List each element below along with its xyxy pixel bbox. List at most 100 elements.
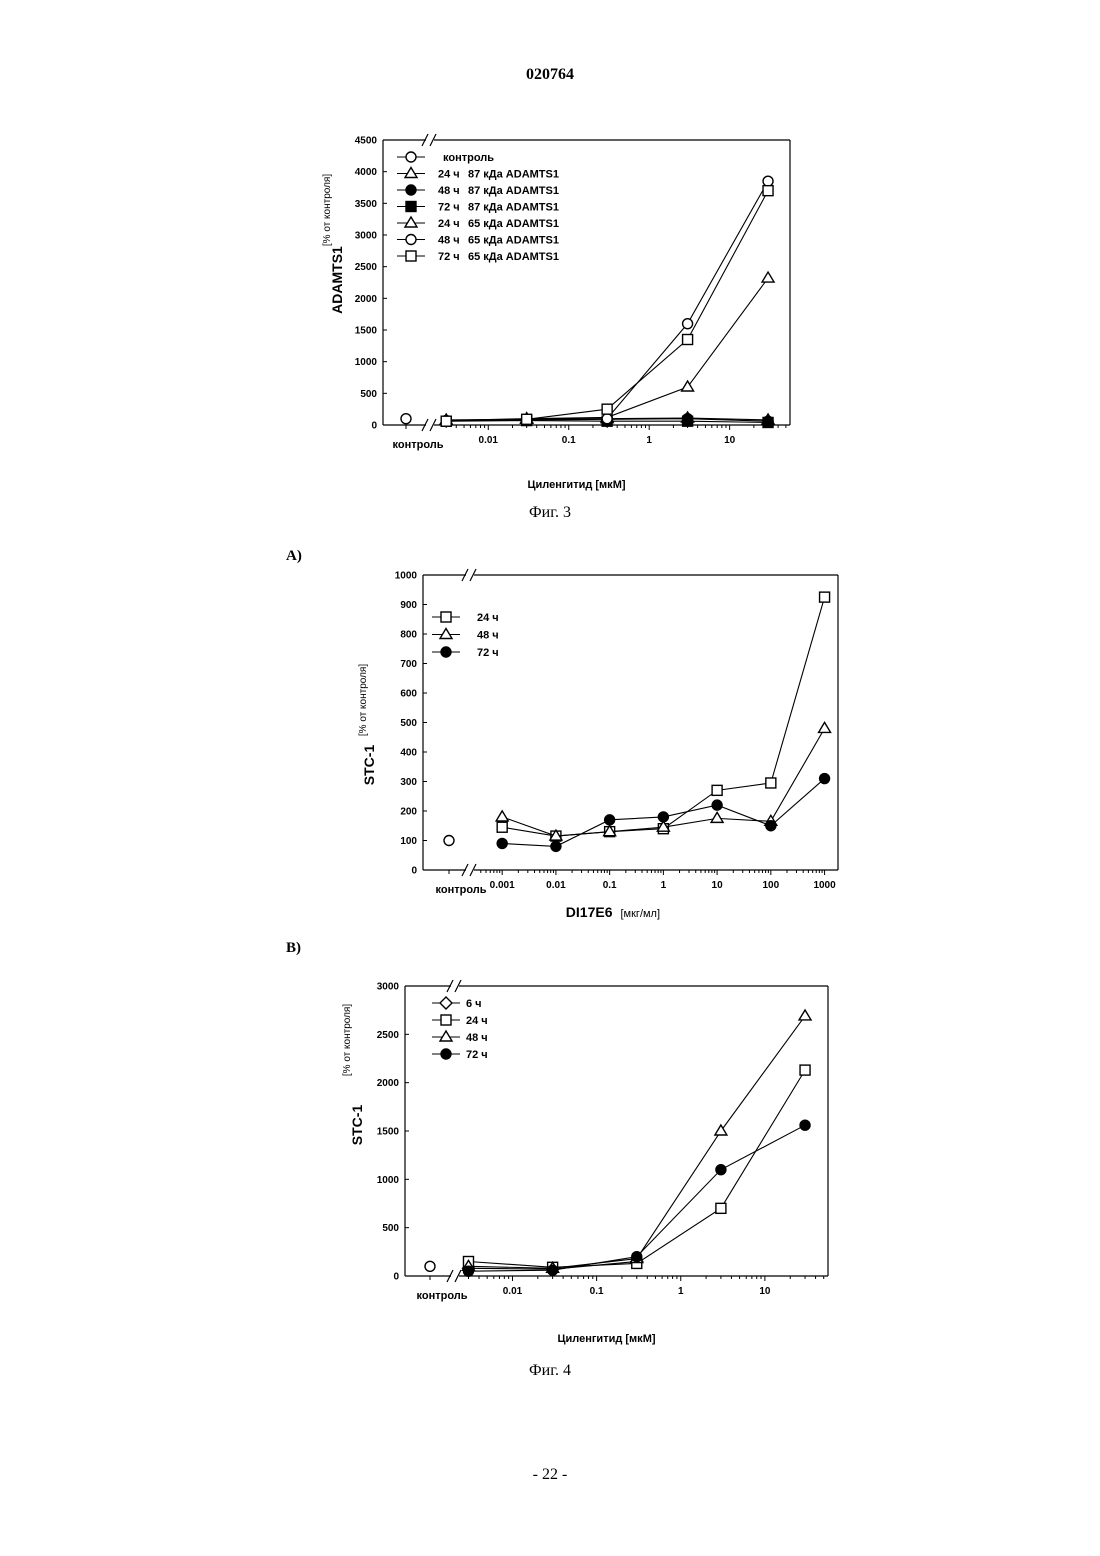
fig4b-control-label: контроль	[416, 1290, 467, 1302]
fig4a-y-tick-label: 400	[400, 748, 417, 759]
fig3-legend-time: 72 ч	[438, 251, 460, 263]
fig4a-chart: 010020030040050060070080090010000.0010.0…	[0, 555, 1100, 930]
fig4b-y-label-unit: [% от контроля]	[342, 1004, 353, 1076]
fig3-legend-time: 24 ч	[438, 218, 460, 230]
fig4a-y-tick-label: 300	[400, 777, 417, 788]
fig3-legend-time: 24 ч	[438, 169, 460, 181]
fig4b-series-3-point	[548, 1265, 558, 1275]
fig4b-x-label: Циленгитид [мкМ]	[557, 1333, 655, 1345]
fig3-series-5-point	[602, 414, 612, 424]
fig3-legend-time: 72 ч	[438, 202, 460, 214]
fig4a-y-tick-label: 100	[400, 836, 417, 847]
fig3-control-label: контроль	[392, 439, 443, 451]
fig3-y-tick-label: 4000	[355, 167, 378, 178]
fig4b-y-label: STC-1	[349, 1105, 365, 1146]
fig4a-series-2-point	[820, 774, 830, 784]
fig4b-series-2-point	[715, 1125, 727, 1135]
document-number: 020764	[0, 66, 1100, 84]
fig4a-series-2	[497, 774, 829, 852]
fig4a-x-tick-label: 0.1	[603, 880, 617, 891]
fig4b-series-3-point	[632, 1252, 642, 1262]
fig4a-series-2-point	[605, 815, 615, 825]
fig4b-series-2-point	[799, 1010, 811, 1020]
fig3-chart: 0500100015002000250030003500400045000.01…	[0, 120, 1100, 500]
fig3-legend-marker	[405, 217, 417, 227]
fig4b-x-tick-label: 0.1	[590, 1286, 604, 1297]
fig4a-series-0-point	[766, 778, 776, 788]
fig4a-x-tick-label: 0.01	[546, 880, 566, 891]
fig3-legend-label: 65 кДа ADAMTS1	[468, 235, 559, 247]
fig3-series-6-point	[522, 414, 532, 424]
fig4a-series-0-point	[712, 785, 722, 795]
fig3-control-marker	[401, 414, 411, 424]
fig4b-axes: 0500100015002000250030000.010.1110контро…	[377, 980, 828, 1302]
fig3-series-6-point	[763, 186, 773, 196]
fig3-legend-label: 65 кДа ADAMTS1	[468, 251, 559, 263]
fig4a-y-tick-label: 1000	[395, 571, 418, 582]
fig3-x-tick-label: 0.1	[562, 435, 576, 446]
fig4a-y-tick-label: 800	[400, 630, 417, 641]
fig3-legend-label: 65 кДа ADAMTS1	[468, 218, 559, 230]
fig4a-x-tick-label: 1	[661, 880, 667, 891]
fig3-series-5	[441, 176, 773, 425]
fig4a-control-label: контроль	[435, 884, 486, 896]
fig4b-legend-marker	[440, 1031, 452, 1041]
fig3-series-3-point	[763, 417, 773, 427]
fig3-legend-marker	[406, 235, 416, 245]
fig3-legend-marker	[405, 168, 417, 178]
page-number: - 22 -	[0, 1466, 1100, 1484]
fig4a-control-marker	[444, 836, 454, 846]
fig4a-series-0	[497, 592, 829, 841]
fig4a-legend-time: 48 ч	[477, 630, 499, 642]
fig4a-x-tick-label: 0.001	[490, 880, 515, 891]
panel-b-label: B)	[286, 940, 301, 957]
fig3-y-tick-label: 2500	[355, 262, 378, 273]
fig4a-series-1-point	[496, 811, 508, 821]
fig3-legend-label: 87 кДа ADAMTS1	[468, 202, 559, 214]
fig4a-series-0-line	[502, 597, 824, 836]
fig4a-y-label: STC-1	[361, 745, 377, 786]
fig4a-series-2-point	[658, 812, 668, 822]
fig3-x-tick-label: 1	[646, 435, 652, 446]
fig4b-y-tick-label: 2500	[377, 1030, 400, 1041]
fig4a-y-tick-label: 500	[400, 718, 417, 729]
fig4a-x-tick-label: 100	[762, 880, 779, 891]
fig4a-series-0-point	[497, 822, 507, 832]
fig4a-series-1-point	[711, 812, 723, 822]
fig4a-x-tick-label: 1000	[813, 880, 836, 891]
fig4a-series-2-point	[766, 821, 776, 831]
fig4b-series-1-point	[800, 1065, 810, 1075]
fig4b-control-marker	[425, 1261, 435, 1271]
fig3-series-4-point	[762, 272, 774, 282]
fig4a-legend: 24 ч48 ч72 ч	[432, 612, 499, 659]
fig4b-series-1-line	[468, 1070, 805, 1267]
fig3-series-3-point	[683, 416, 693, 426]
fig3-y-tick-label: 500	[360, 389, 377, 400]
fig3-y-tick-label: 2000	[355, 294, 378, 305]
fig4a-y-tick-label: 0	[411, 866, 417, 877]
fig4b-y-tick-label: 1000	[377, 1175, 400, 1186]
fig4b-series-3-point	[716, 1165, 726, 1175]
fig4b-legend-time: 48 ч	[466, 1032, 488, 1044]
fig4a-legend-time: 72 ч	[477, 647, 499, 659]
fig4b-y-tick-label: 0	[393, 1272, 399, 1283]
fig4b-series-3-point	[800, 1120, 810, 1130]
fig4b-x-tick-label: 10	[759, 1286, 771, 1297]
fig3-legend-marker	[406, 251, 416, 261]
fig3-legend-label: 87 кДа ADAMTS1	[468, 169, 559, 181]
fig4b-legend-marker	[441, 1049, 451, 1059]
fig4b-legend-time: 72 ч	[466, 1049, 488, 1061]
fig3-y-tick-label: 4500	[355, 136, 378, 147]
fig4b-y-tick-label: 3000	[377, 982, 400, 993]
fig4a-legend-marker	[440, 629, 452, 639]
fig3-series-4-line	[446, 278, 768, 421]
fig3-x-tick-label: 0.01	[479, 435, 499, 446]
fig4b-series-1	[463, 1065, 810, 1272]
fig3-x-label: Циленгитид [мкМ]	[527, 479, 625, 491]
fig3-legend-marker	[406, 185, 416, 195]
fig3-legend-time: 48 ч	[438, 235, 460, 247]
fig4a-series-2-point	[551, 841, 561, 851]
fig3-series-4	[440, 272, 774, 425]
fig3-series-6-point	[441, 416, 451, 426]
fig3-y-label: ADAMTS1	[329, 246, 345, 314]
